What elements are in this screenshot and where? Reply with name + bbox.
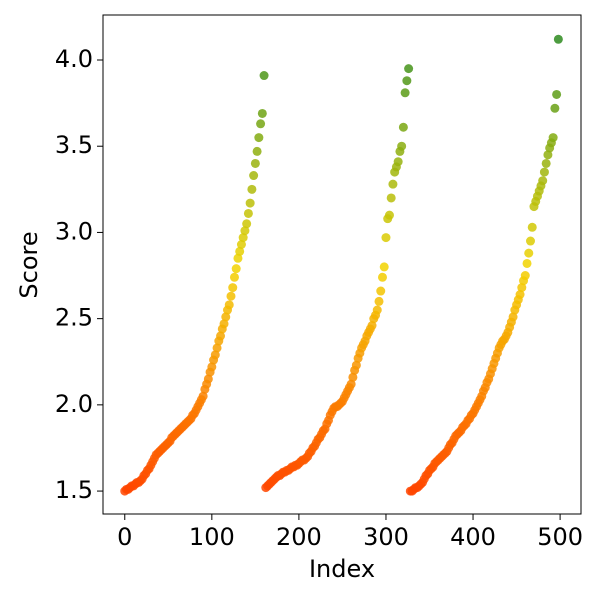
point	[524, 248, 534, 258]
point	[238, 233, 248, 243]
y-tick-label: 3.0	[55, 217, 93, 245]
plot-frame	[102, 14, 582, 515]
point	[517, 283, 527, 293]
point	[404, 64, 414, 74]
point	[386, 193, 396, 203]
point	[259, 71, 269, 81]
point	[252, 146, 262, 156]
point	[351, 360, 361, 370]
x-tick-label: 500	[537, 523, 583, 551]
point	[553, 34, 563, 44]
point	[233, 253, 243, 263]
point	[245, 198, 255, 208]
point	[515, 290, 525, 300]
y-tick-label: 2.0	[55, 390, 93, 418]
point	[257, 108, 267, 118]
point	[377, 272, 387, 282]
point	[400, 88, 410, 98]
x-axis-label: Index	[309, 555, 375, 583]
point	[210, 350, 220, 360]
point	[235, 246, 245, 256]
point	[242, 219, 252, 229]
point	[250, 158, 260, 168]
point	[247, 184, 257, 194]
point	[228, 283, 238, 293]
point	[348, 372, 358, 382]
point	[346, 379, 356, 389]
point	[384, 210, 394, 220]
y-tick-label: 1.5	[55, 476, 93, 504]
x-tick-label: 200	[276, 523, 322, 551]
point	[379, 262, 389, 272]
point	[526, 236, 536, 246]
point	[207, 362, 217, 372]
point	[397, 141, 407, 151]
point	[219, 319, 229, 329]
point	[249, 171, 259, 181]
x-tick-label: 300	[363, 523, 409, 551]
x-tick-label: 100	[189, 523, 235, 551]
point	[543, 150, 553, 160]
point	[539, 167, 549, 177]
point	[216, 331, 226, 341]
point	[224, 300, 234, 310]
point	[374, 296, 384, 306]
point	[254, 133, 264, 143]
point	[520, 271, 530, 281]
point	[240, 226, 250, 236]
point	[372, 305, 382, 315]
point	[527, 222, 537, 232]
point	[376, 286, 386, 296]
point	[393, 157, 403, 167]
point	[508, 312, 518, 322]
point	[541, 158, 551, 168]
point	[236, 239, 246, 249]
point	[381, 233, 391, 243]
point	[221, 312, 231, 322]
point	[226, 291, 236, 301]
point	[367, 321, 377, 331]
point	[552, 89, 562, 99]
point	[231, 264, 241, 274]
point	[256, 119, 266, 129]
point	[198, 391, 208, 401]
point	[548, 133, 558, 143]
y-axis-label: Score	[15, 231, 43, 298]
x-tick-label: 400	[450, 523, 496, 551]
point	[229, 272, 239, 282]
point	[398, 122, 408, 132]
point	[388, 179, 398, 189]
y-tick-label: 2.5	[55, 304, 93, 332]
y-tick-label: 4.0	[55, 45, 93, 73]
point	[402, 76, 412, 86]
point	[203, 374, 213, 384]
point	[212, 343, 222, 353]
point	[243, 208, 253, 218]
point	[550, 103, 560, 113]
y-tick-label: 3.5	[55, 131, 93, 159]
x-tick-label: 0	[117, 523, 132, 551]
point	[522, 258, 532, 268]
point	[538, 176, 548, 186]
